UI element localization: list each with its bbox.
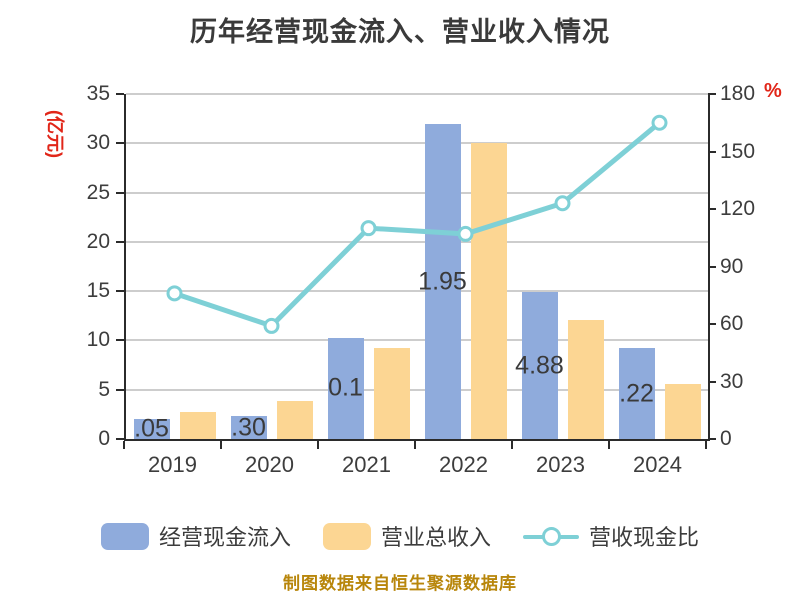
- left-axis-tick-label: 35: [86, 82, 110, 105]
- x-axis-year-label: 2019: [148, 452, 197, 477]
- x-axis-tick: [511, 441, 513, 449]
- ratio-line-marker: [651, 114, 668, 131]
- left-axis-tick-label: 0: [98, 427, 110, 450]
- legend-label: 营业总收入: [380, 525, 491, 550]
- gridline: [126, 191, 708, 194]
- ratio-line-marker: [554, 195, 571, 212]
- bar-value-label: .30: [231, 413, 266, 442]
- left-axis-tick: [116, 388, 124, 391]
- bar-operating-cash-inflow: [230, 416, 267, 439]
- data-source-note: 制图数据来自恒生聚源数据库: [283, 574, 517, 593]
- orange-bar-swatch-icon: [322, 522, 371, 550]
- chart-title: 历年经营现金流入、营业收入情况: [190, 17, 610, 47]
- bar-operating-cash-inflow: [424, 124, 461, 439]
- right-axis-tick-label: 90: [720, 254, 744, 278]
- x-axis-year-label: 2024: [633, 452, 682, 477]
- left-axis-tick: [116, 240, 124, 243]
- ratio-line-marker: [360, 220, 377, 237]
- right-axis-tick: [708, 265, 716, 268]
- right-axis-tick-label: 120: [720, 197, 756, 220]
- right-axis-tick: [708, 438, 716, 440]
- line-marker-swatch-icon: [523, 523, 579, 550]
- gridline: [126, 339, 708, 342]
- gridline: [126, 388, 708, 391]
- bar-value-label: .22: [619, 379, 654, 408]
- right-axis-tick-label: 0: [720, 427, 732, 450]
- bar-value-label: 0.1: [328, 373, 363, 402]
- x-axis-tick: [705, 441, 707, 449]
- bar-total-revenue: [567, 319, 604, 439]
- left-axis-tick-label: 5: [98, 377, 110, 401]
- legend-label: 经营现金流入: [158, 525, 291, 550]
- gridline: [126, 142, 708, 145]
- line-marker-dot-icon: [542, 526, 561, 546]
- bar-total-revenue: [373, 348, 410, 439]
- bar-operating-cash-inflow: [618, 348, 655, 439]
- right-axis-tick: [708, 93, 716, 95]
- gridline: [126, 290, 708, 293]
- blue-bar-swatch-icon: [100, 522, 149, 550]
- legend-item-operating-cash-inflow: 经营现金流入: [100, 520, 291, 552]
- left-axis-tick-label: 15: [86, 279, 110, 303]
- x-axis-year-label: 2023: [536, 452, 585, 477]
- left-axis-tick-label: 30: [86, 131, 110, 155]
- bar-operating-cash-inflow: [327, 337, 364, 439]
- x-axis-year-label: 2022: [439, 452, 488, 477]
- bar-value-label: 4.88: [515, 351, 564, 380]
- right-axis-tick: [708, 323, 716, 325]
- cash-revenue-ratio-line: [173, 120, 662, 329]
- bar-total-revenue: [276, 400, 313, 439]
- ratio-line-marker: [263, 317, 280, 334]
- left-axis-tick-label: 20: [86, 229, 110, 253]
- x-axis-tick: [608, 441, 610, 449]
- x-axis-tick: [414, 441, 416, 449]
- plot-area: .05 .30 0.1 1.95 4.88 .22: [124, 93, 710, 443]
- left-axis-tick: [116, 93, 124, 95]
- ratio-line-marker: [457, 225, 474, 242]
- bar-total-revenue: [664, 383, 701, 439]
- right-axis-tick: [708, 380, 716, 383]
- legend: 经营现金流入 营业总收入 营收现金比: [0, 520, 800, 552]
- legend-item-total-revenue: 营业总收入: [322, 520, 491, 552]
- x-axis-year-label: 2020: [245, 452, 294, 477]
- gridline: [126, 240, 708, 243]
- right-axis-tick-label: 150: [720, 139, 756, 163]
- x-axis-tick: [123, 441, 125, 449]
- left-axis-tick: [116, 191, 124, 194]
- left-axis-tick: [116, 438, 124, 440]
- left-axis-tick-label: 25: [86, 180, 110, 204]
- legend-item-cash-revenue-ratio: 营收现金比: [523, 520, 699, 552]
- left-axis-tick: [116, 290, 124, 293]
- ratio-line-marker: [166, 285, 183, 302]
- bar-value-label: 1.95: [418, 267, 467, 296]
- right-axis-tick: [708, 208, 716, 210]
- gridline: [126, 93, 708, 95]
- bar-total-revenue: [179, 412, 216, 439]
- x-axis-tick: [317, 441, 319, 449]
- left-axis-tick-label: 10: [86, 328, 110, 352]
- x-axis-tick: [220, 441, 222, 449]
- bar-value-label: .05: [134, 414, 169, 443]
- bar-total-revenue: [470, 143, 507, 439]
- right-axis-tick: [708, 150, 716, 153]
- right-axis-unit-label: %: [764, 80, 782, 102]
- bar-operating-cash-inflow: [133, 418, 170, 439]
- ratio-line-layer: [166, 114, 668, 334]
- bar-operating-cash-inflow: [521, 292, 558, 439]
- x-axis-year-label: 2021: [342, 452, 391, 477]
- right-axis-tick-label: 30: [720, 369, 744, 393]
- left-axis-tick: [116, 142, 124, 145]
- left-axis-tick: [116, 339, 124, 342]
- right-axis-tick-label: 60: [720, 312, 744, 335]
- right-axis-tick-label: 180: [720, 82, 756, 105]
- legend-label: 营收现金比: [589, 525, 700, 550]
